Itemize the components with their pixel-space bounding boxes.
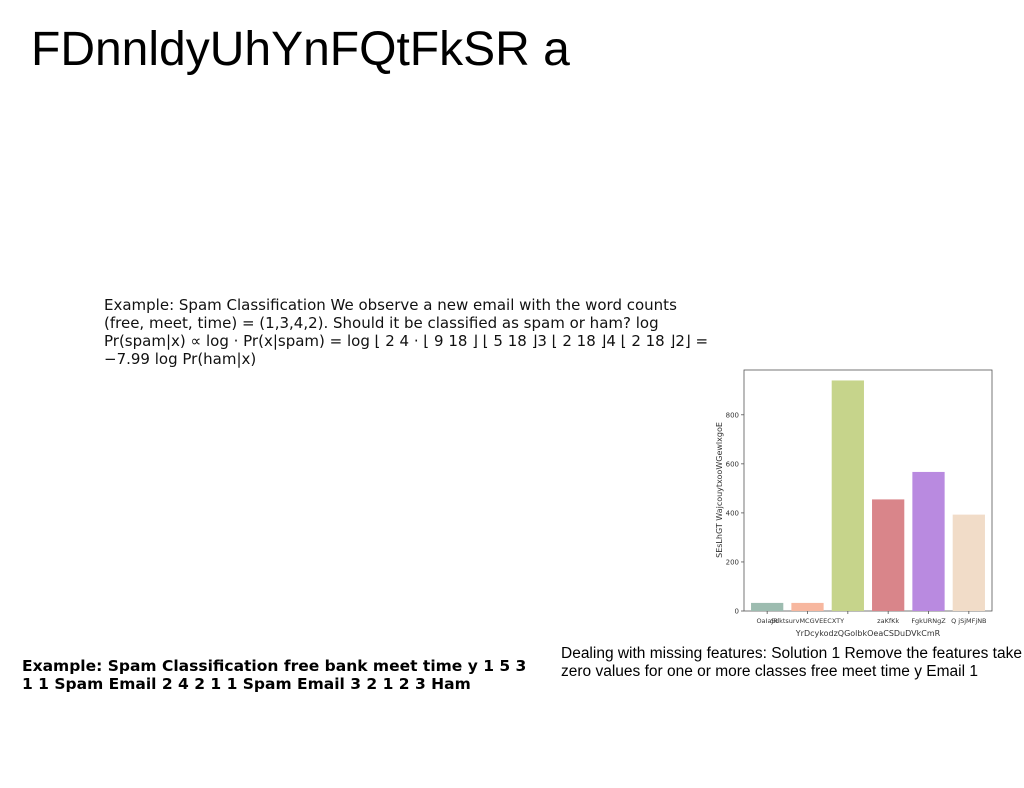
x-tick-label: OaIaJR <box>756 617 778 625</box>
missing-features-text: Dealing with missing features: Solution … <box>561 645 1022 680</box>
x-axis-label: YrDcykodzQGolbkOeaCSDuDVkCmR <box>795 629 941 638</box>
spam-data-table-text: Example: Spam Classification free bank m… <box>22 657 527 693</box>
y-tick-label: 0 <box>735 608 739 616</box>
bar <box>791 602 824 611</box>
y-axis-label: SEsLhGT WajcouytxooWGewlxgoE <box>715 422 724 558</box>
bar <box>751 602 784 611</box>
slide-title: FDnnldyUhYnFQtFkSR a <box>31 23 570 76</box>
x-tick-label: Q jSjMFjNB <box>951 617 986 625</box>
y-axis: 0 200 400 600 800 <box>726 411 744 616</box>
x-tick-label: FgkURNgZ <box>911 617 946 625</box>
bar <box>831 380 864 611</box>
x-tick-label: SdktsurvMCGVEECXTY <box>771 617 844 625</box>
y-tick-label: 200 <box>726 558 739 566</box>
y-tick-label: 800 <box>726 411 739 419</box>
bar <box>952 514 985 611</box>
bar <box>872 499 905 611</box>
y-tick-label: 600 <box>726 460 739 468</box>
x-tick-label: zaKfKk <box>877 617 899 625</box>
missing-features-paragraph: Dealing with missing features: Solution … <box>561 645 1023 681</box>
bar <box>912 471 945 611</box>
y-tick-label: 400 <box>726 509 739 517</box>
spam-classification-paragraph: Example: Spam Classification We observe … <box>104 296 709 368</box>
bars <box>751 380 985 611</box>
plot-frame <box>743 369 993 612</box>
